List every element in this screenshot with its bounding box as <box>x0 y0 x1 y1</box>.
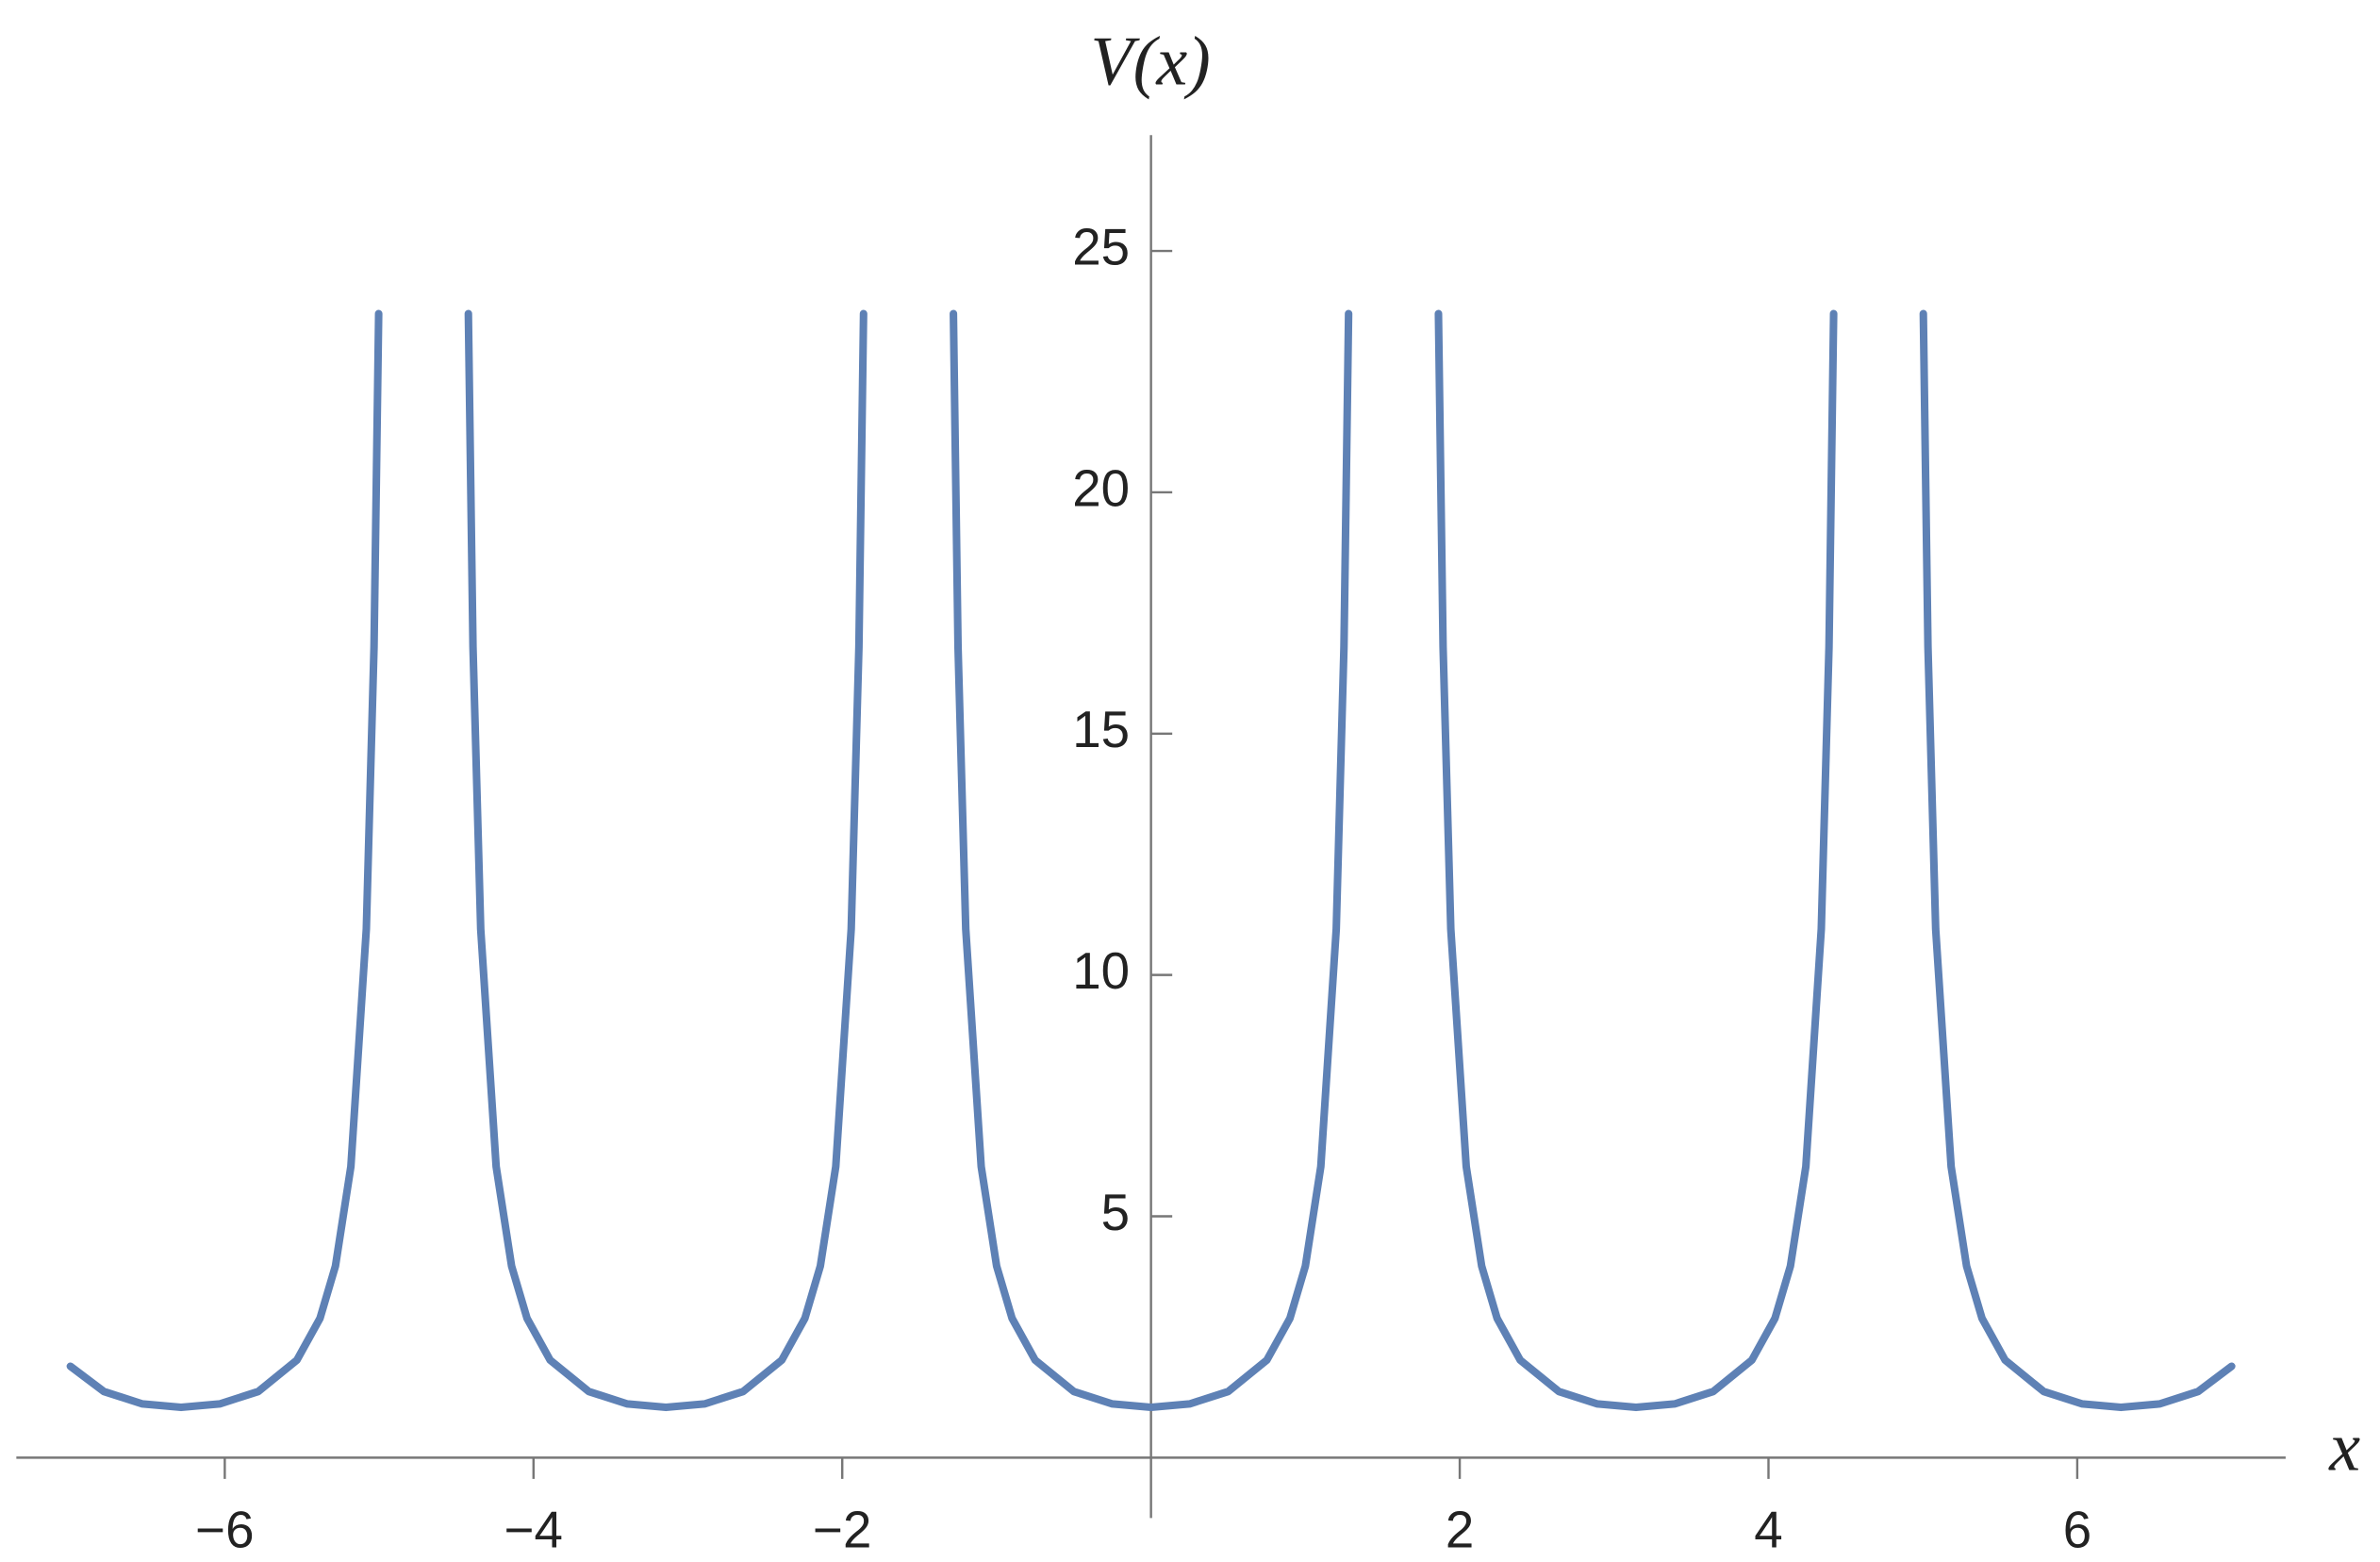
y-tick-label: 25 <box>1072 217 1130 275</box>
x-tick-label: 6 <box>2063 1500 2091 1558</box>
x-tick-label: −4 <box>504 1500 563 1558</box>
x-tick-label: −2 <box>813 1500 871 1558</box>
y-axis-label: V(x) <box>1090 23 1210 100</box>
x-tick-label: 4 <box>1754 1500 1782 1558</box>
line-series <box>66 309 2236 1412</box>
x-axis-label: x <box>2328 1409 2360 1487</box>
x-tick-label: −6 <box>195 1500 254 1558</box>
y-tick-label: 5 <box>1101 1183 1130 1241</box>
y-tick-label: 20 <box>1072 458 1130 517</box>
x-tick-label: 2 <box>1446 1500 1474 1558</box>
y-tick-label: 15 <box>1072 700 1130 758</box>
y-tick-label: 10 <box>1072 941 1130 1000</box>
